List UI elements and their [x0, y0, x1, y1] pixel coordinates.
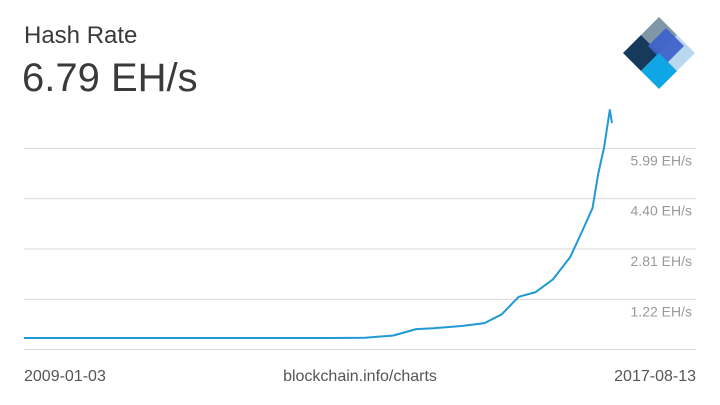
source-link[interactable]: blockchain.info/charts	[283, 368, 437, 385]
current-hash-rate: 6.79 EH/s	[22, 56, 198, 100]
y-tick-label: 1.22 EH/s	[631, 303, 692, 319]
end-date: 2017-08-13	[614, 368, 696, 385]
start-date: 2009-01-03	[24, 368, 106, 385]
hash-rate-series-line	[24, 109, 613, 339]
blockchain-logo	[621, 16, 697, 92]
y-tick-label: 5.99 EH/s	[631, 152, 692, 168]
y-tick-label: 2.81 EH/s	[631, 253, 692, 269]
blockchain-diamond-logo-icon	[623, 17, 695, 89]
chart-title: Hash Rate	[24, 22, 138, 49]
y-tick-label: 4.40 EH/s	[631, 203, 692, 219]
